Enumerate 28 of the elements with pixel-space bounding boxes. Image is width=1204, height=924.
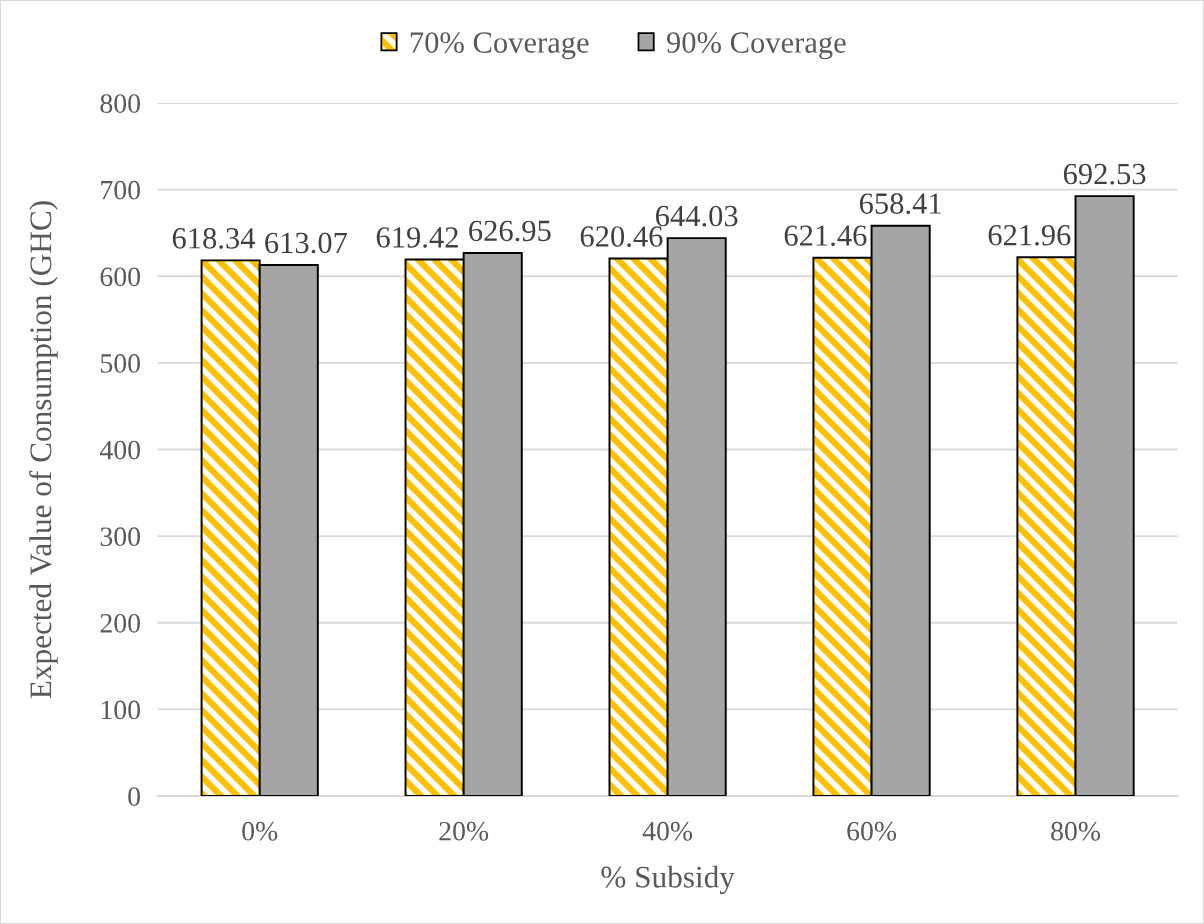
x-tick-label: 60% bbox=[847, 821, 897, 841]
y-tick-label: 300 bbox=[100, 527, 140, 547]
legend-label: 90% Coverage bbox=[666, 32, 846, 60]
y-tick-label: 700 bbox=[101, 180, 140, 200]
y-tick-label: 0 bbox=[128, 787, 140, 806]
y-tick-label: 100 bbox=[101, 700, 140, 720]
y-tick-label: 800 bbox=[100, 94, 140, 113]
data-label: 626.95 bbox=[469, 220, 551, 242]
data-label: 620.46 bbox=[580, 226, 663, 247]
data-label: 658.41 bbox=[859, 193, 941, 215]
y-axis-title: Expected Value of Consumption (GHC) bbox=[29, 201, 58, 699]
y-tick-label: 600 bbox=[100, 267, 140, 287]
x-tick-label: 0% bbox=[242, 821, 278, 841]
x-tick-label: 40% bbox=[642, 821, 693, 841]
data-label: 692.53 bbox=[1063, 163, 1146, 185]
data-label: 621.46 bbox=[784, 225, 867, 247]
data-label: 613.07 bbox=[265, 232, 348, 254]
data-label: 619.42 bbox=[376, 227, 458, 248]
y-tick-label: 500 bbox=[101, 354, 140, 373]
x-tick-label: 80% bbox=[1051, 821, 1101, 841]
data-label: 621.96 bbox=[988, 224, 1071, 246]
data-label: 644.03 bbox=[655, 205, 738, 227]
data-label: 618.34 bbox=[172, 228, 256, 249]
legend-label: 70% Coverage bbox=[410, 32, 589, 60]
y-tick-label: 200 bbox=[100, 613, 140, 633]
x-tick-label: 20% bbox=[439, 821, 489, 841]
x-axis-title: % Subsidy bbox=[601, 865, 735, 895]
y-tick-label: 400 bbox=[99, 440, 140, 460]
